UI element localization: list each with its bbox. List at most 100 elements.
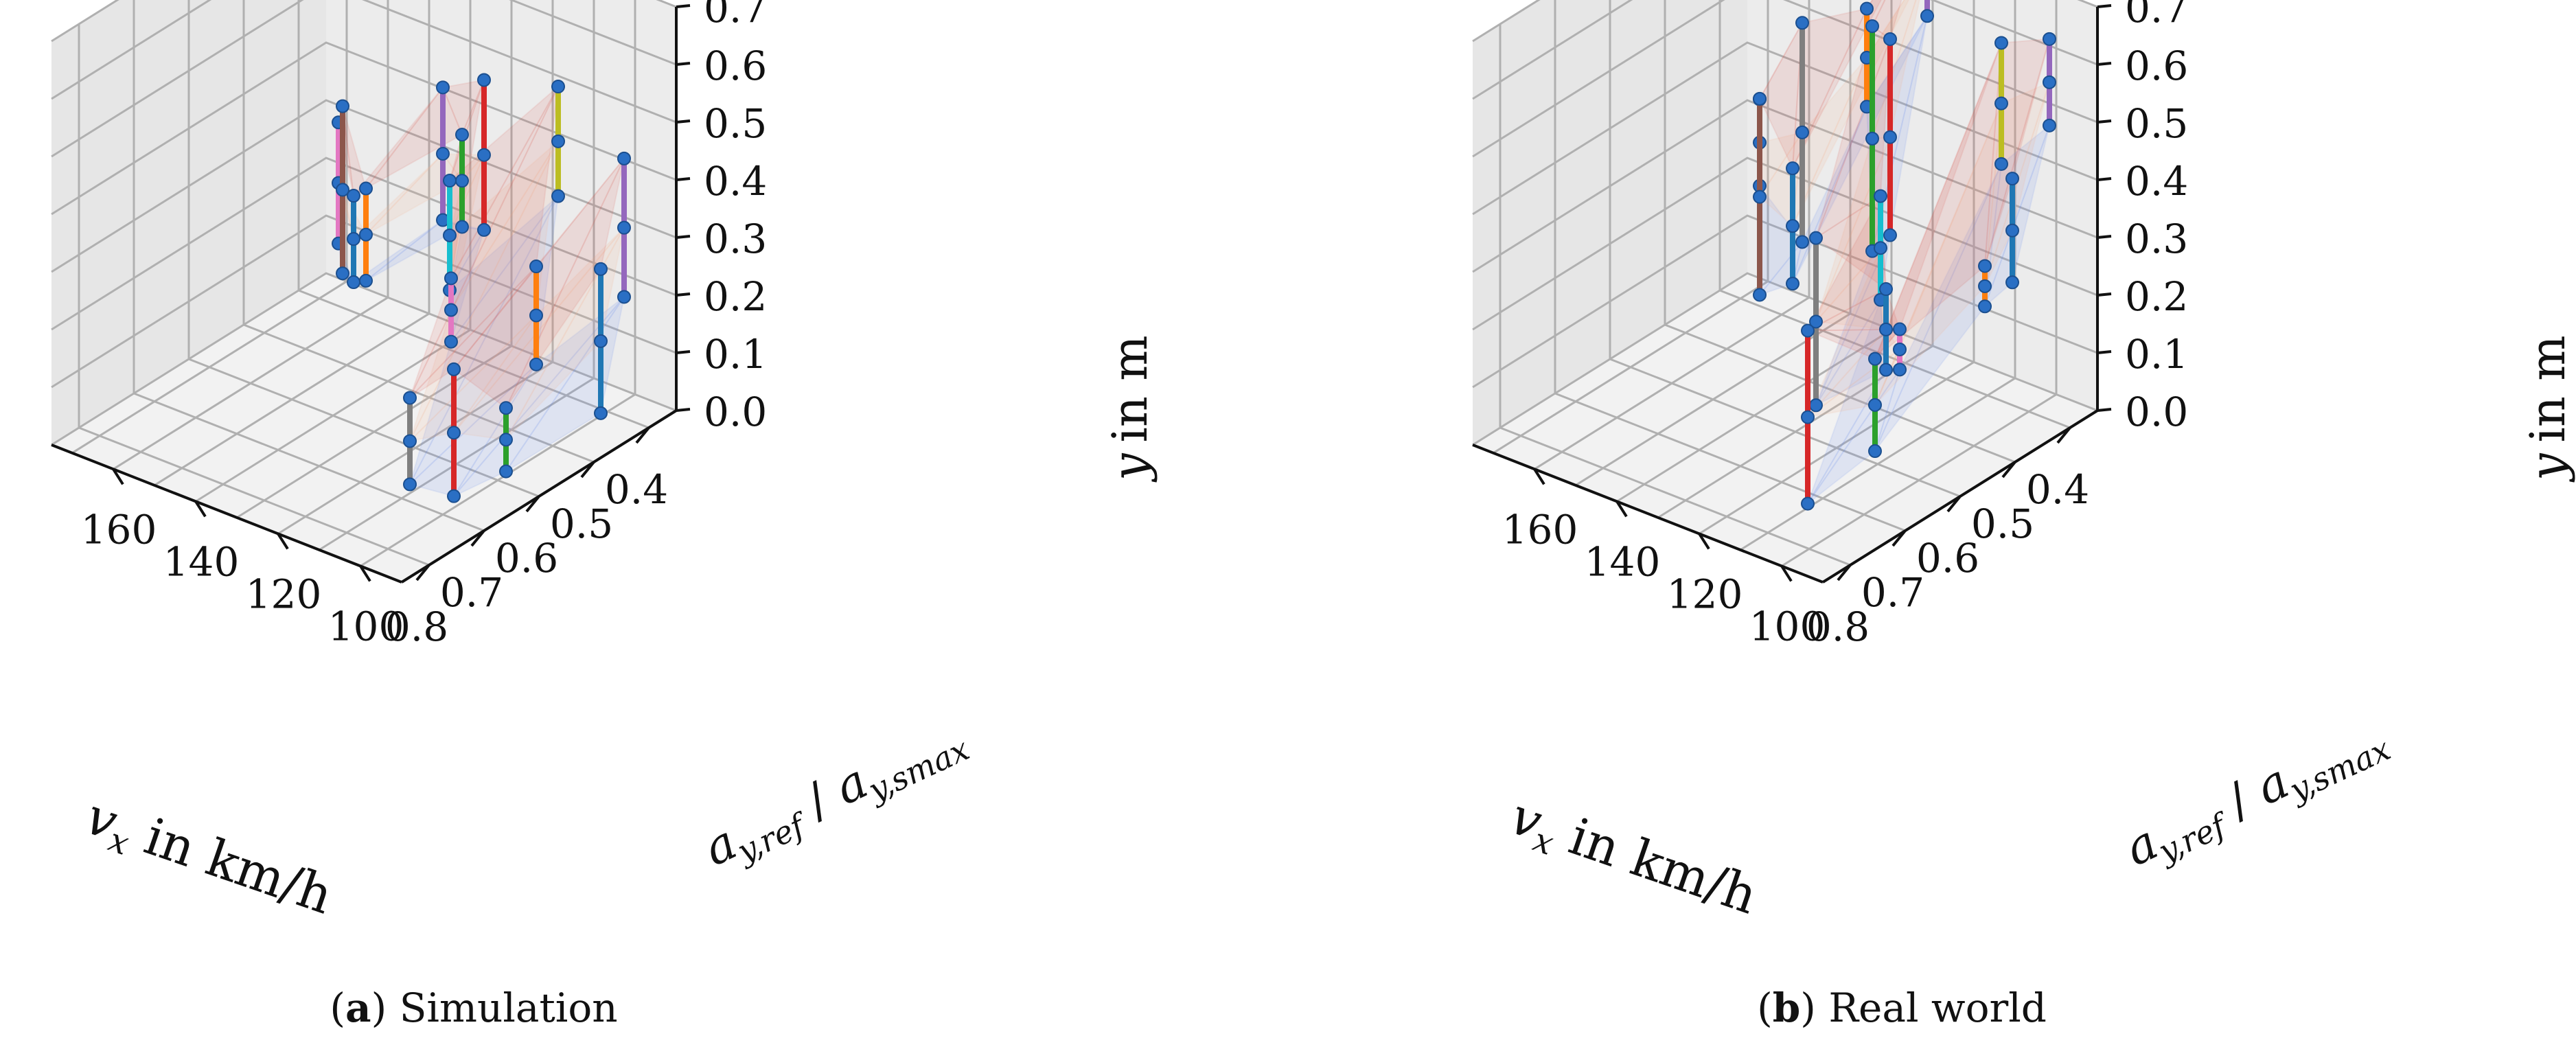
mean-surface: [407, 314, 537, 442]
mean-surface: [1792, 57, 1867, 227]
upper-bound-surface: [342, 106, 367, 197]
x-tick-mark: [112, 468, 124, 485]
series-5: [455, 128, 469, 234]
min-point: [2005, 275, 2019, 290]
y-tick-label: 0.5: [1971, 501, 2034, 547]
max-point: [1883, 32, 1897, 46]
mean-surface: [409, 141, 559, 441]
lower-bound-surface: [1874, 163, 2002, 452]
x-tick-label: 120: [246, 571, 322, 617]
min-point: [455, 220, 469, 234]
y-tick-label: 0.6: [1916, 535, 1979, 582]
mid-point: [1868, 398, 1882, 412]
y-tick-label: 0.4: [2026, 466, 2089, 513]
series-11: [551, 80, 565, 203]
min-point: [499, 464, 513, 479]
mean-surface: [1874, 103, 2002, 406]
min-point: [551, 189, 565, 203]
z-tick-label: 0.2: [704, 273, 767, 320]
min-point: [1868, 444, 1882, 459]
caption-a: (a) Simulation: [330, 985, 617, 1031]
lower-bound-surface: [453, 296, 625, 497]
max-point: [551, 80, 565, 94]
max-point: [1994, 36, 2008, 50]
y-tick-mark: [580, 461, 595, 479]
lower-bound-surface: [409, 364, 537, 497]
mid-point: [2005, 223, 2019, 238]
z-tick-label: 0.4: [704, 158, 767, 205]
z-tick-mark: [676, 408, 691, 412]
y-tick-mark: [470, 529, 485, 547]
y-tick-label: 0.6: [495, 535, 558, 582]
series-11: [1879, 282, 1893, 377]
lower-bound-surface: [1983, 125, 2050, 309]
y-axis-label: ay,ref / ay,smax: [2117, 708, 2396, 882]
upper-bound-surface: [1792, 8, 1868, 169]
panel-real-world: 1601401201000.80.70.60.50.40.00.10.20.30…: [1472, 0, 2576, 926]
series-10: [1801, 323, 1815, 511]
max-point: [1786, 161, 1799, 176]
series-14: [1994, 36, 2008, 171]
min-point: [1801, 496, 1815, 511]
max-point: [347, 189, 360, 203]
panel-simulation: 1601401201000.80.70.60.50.40.00.10.20.30…: [51, 0, 1158, 926]
min-point: [1920, 9, 1934, 23]
upper-bound-surface: [1984, 38, 2050, 266]
mid-point: [477, 148, 491, 162]
min-point: [2043, 118, 2056, 133]
mid-point: [1879, 322, 1893, 336]
back-pane: [326, 0, 676, 411]
max-point: [443, 174, 457, 188]
mid-point: [551, 134, 565, 148]
z-tick-mark: [2097, 235, 2112, 239]
data-series: [332, 73, 631, 503]
min-point: [347, 275, 360, 290]
grid-line: [1472, 0, 2098, 100]
z-tick-label: 0.4: [2125, 158, 2188, 205]
lower-bound-surface: [409, 196, 559, 485]
grid-line: [51, 272, 677, 446]
max-point: [444, 271, 458, 286]
z-tick-label: 0.6: [2125, 43, 2188, 89]
max-point: [1879, 282, 1893, 297]
z-tick-label: 0.2: [2125, 273, 2188, 320]
tick-labels: 1601401201000.80.70.60.50.40.00.10.20.30…: [1502, 0, 2189, 650]
series-9: [403, 391, 417, 492]
max-point: [1978, 259, 1992, 273]
max-point: [2043, 32, 2056, 46]
series-3: [1786, 161, 1799, 291]
y-tick-mark: [1891, 529, 1907, 547]
grid-line: [1472, 272, 2098, 446]
caption-b: (b) Real world: [1757, 985, 2047, 1031]
lower-bound-surface: [453, 296, 625, 497]
max-point: [336, 99, 349, 113]
min-point: [1994, 157, 2008, 171]
mid-point: [1874, 241, 1887, 255]
max-point: [447, 362, 461, 376]
z-tick-label: 0.5: [704, 100, 767, 147]
lower-bound-surface: [1815, 235, 1891, 406]
series-13: [1868, 352, 1882, 459]
x-tick-label: 160: [1502, 506, 1578, 553]
min-point: [477, 222, 491, 237]
mid-point: [455, 174, 469, 188]
series-2: [347, 189, 360, 290]
series-14: [499, 401, 513, 479]
z-tick-label: 0.5: [2125, 100, 2188, 147]
min-point: [594, 406, 608, 420]
z-tick-label: 0.3: [2125, 216, 2188, 262]
max-point: [477, 73, 491, 87]
back-pane: [1747, 0, 2097, 411]
max-point: [1860, 1, 1874, 16]
y-tick-label: 0.4: [605, 466, 668, 513]
upper-bound-surface: [1871, 0, 1902, 41]
series-16: [2043, 32, 2056, 133]
z-tick-mark: [2097, 350, 2112, 354]
series-4: [436, 80, 450, 227]
mean-surface: [1807, 328, 1901, 418]
z-tick-mark: [676, 62, 691, 66]
max-point: [617, 151, 631, 165]
min-point: [359, 273, 373, 288]
mid-point: [403, 434, 417, 448]
x-tick-label: 100: [1749, 603, 1826, 649]
